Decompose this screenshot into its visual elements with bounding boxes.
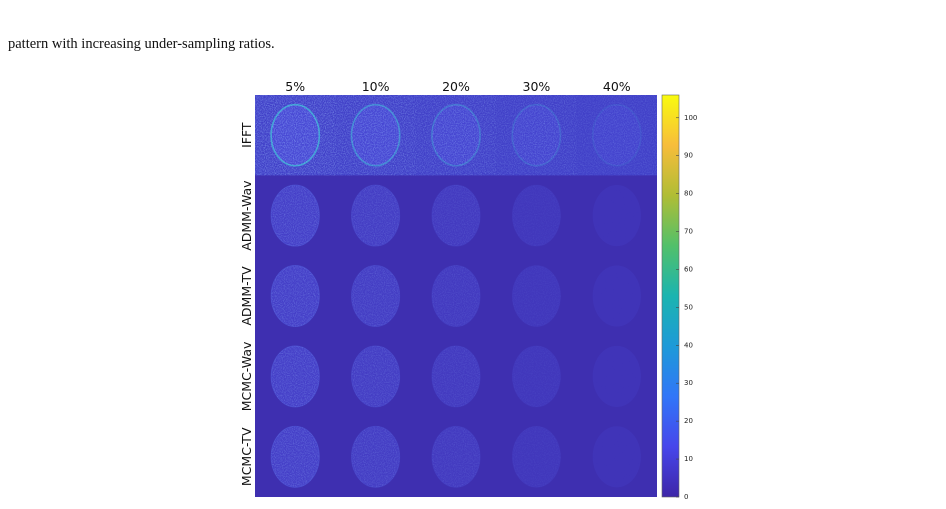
brain bbox=[592, 426, 641, 488]
error-map bbox=[592, 426, 641, 488]
brain-texture bbox=[432, 346, 480, 407]
column-label: 30% bbox=[523, 79, 551, 94]
error-map bbox=[351, 345, 401, 408]
error-map bbox=[496, 95, 577, 176]
brain-texture bbox=[512, 265, 560, 326]
brain-texture bbox=[432, 265, 480, 326]
row-label: MCMC-TV bbox=[239, 427, 254, 486]
brain-texture bbox=[593, 265, 641, 326]
error-map bbox=[511, 345, 561, 408]
colorbar-tick-label: 0 bbox=[684, 493, 688, 501]
brain-texture bbox=[432, 426, 480, 487]
brain-texture bbox=[512, 426, 560, 487]
error-map bbox=[415, 95, 497, 176]
column-label: 40% bbox=[603, 79, 631, 94]
error-map bbox=[335, 95, 416, 176]
error-map bbox=[270, 265, 320, 327]
brain-texture bbox=[593, 105, 641, 166]
brain-texture bbox=[593, 185, 641, 246]
error-map bbox=[270, 425, 320, 488]
error-map bbox=[431, 425, 481, 488]
brain bbox=[592, 185, 641, 247]
colorbar bbox=[661, 94, 680, 498]
colorbar-tick-label: 30 bbox=[684, 379, 693, 387]
column-label: 5% bbox=[285, 79, 305, 94]
colorbar-tick-label: 90 bbox=[684, 152, 693, 160]
colorbar-tick-label: 50 bbox=[684, 303, 693, 311]
brain-texture bbox=[351, 265, 399, 326]
colorbar-tick-label: 60 bbox=[684, 265, 693, 273]
brain-texture bbox=[512, 346, 560, 407]
row-label: IFFT bbox=[239, 122, 254, 148]
error-map bbox=[270, 345, 320, 408]
brain-texture bbox=[351, 105, 399, 166]
brain-texture bbox=[512, 185, 560, 246]
error-map bbox=[351, 265, 401, 327]
error-map bbox=[351, 425, 401, 488]
column-label: 20% bbox=[442, 79, 470, 94]
error-map bbox=[592, 265, 641, 327]
caption: pattern with increasing under-sampling r… bbox=[8, 36, 275, 52]
colorbar-tick-label: 20 bbox=[684, 417, 693, 425]
brain-texture bbox=[271, 185, 319, 246]
row-label: ADMM-TV bbox=[239, 266, 254, 326]
brain-texture bbox=[271, 426, 319, 487]
error-map bbox=[511, 425, 561, 488]
brain-texture bbox=[271, 265, 319, 326]
error-map bbox=[592, 185, 641, 247]
error-map bbox=[431, 345, 481, 408]
colorbar-tick-label: 100 bbox=[684, 114, 697, 122]
brain-texture bbox=[593, 426, 641, 487]
colorbar-tick-label: 10 bbox=[684, 455, 693, 463]
error-map bbox=[270, 184, 320, 247]
error-map bbox=[592, 345, 641, 407]
error-map bbox=[431, 184, 481, 247]
brain-texture bbox=[351, 426, 399, 487]
brain-texture bbox=[432, 105, 480, 166]
colorbar-tick-label: 70 bbox=[684, 228, 693, 236]
error-map bbox=[431, 265, 481, 327]
column-label: 10% bbox=[362, 79, 390, 94]
brain-texture bbox=[593, 346, 641, 407]
brain bbox=[592, 265, 641, 327]
brain-texture bbox=[351, 346, 399, 407]
row-label: MCMC-Wav bbox=[239, 341, 254, 411]
colorbar-tick-label: 40 bbox=[684, 341, 693, 349]
error-map bbox=[576, 95, 657, 176]
brain-texture bbox=[512, 105, 560, 166]
brain-texture bbox=[271, 105, 319, 166]
brain-texture bbox=[351, 185, 399, 246]
error-map bbox=[255, 95, 336, 176]
brain-texture bbox=[271, 346, 319, 407]
row-label: ADMM-Wav bbox=[239, 180, 254, 251]
error-map bbox=[511, 184, 561, 247]
brain-texture bbox=[432, 185, 480, 246]
brain bbox=[592, 345, 641, 407]
colorbar-tick-label: 80 bbox=[684, 190, 693, 198]
error-map bbox=[351, 184, 401, 247]
error-map bbox=[511, 265, 561, 327]
